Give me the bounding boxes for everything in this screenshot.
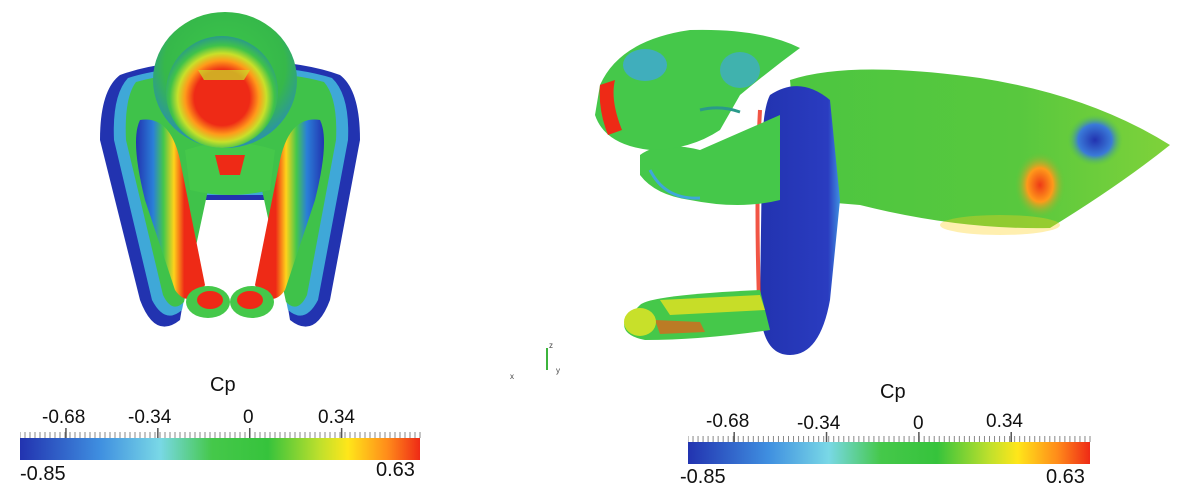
left-colorbar-tick-label: -0.34	[128, 407, 172, 428]
right-colorbar-title: Cp	[880, 381, 906, 403]
left-colorbar-gradient	[20, 438, 420, 460]
left-colorbar	[20, 428, 421, 460]
right-colorbar-minor-ticks	[688, 432, 1091, 442]
triad-label-y: y	[556, 366, 560, 375]
right-colorbar-tick-label: -0.68	[706, 411, 750, 432]
left-colorbar-max: 0.63	[376, 459, 415, 481]
right-colorbar-max: 0.63	[1046, 466, 1085, 488]
front-view-rider	[100, 12, 360, 327]
right-colorbar-tick-label: 0.34	[986, 411, 1023, 432]
triad-label-x: x	[510, 372, 514, 381]
right-colorbar-gradient	[688, 442, 1090, 464]
right-colorbar-tick-label: 0	[913, 413, 924, 434]
cfd-scene	[100, 12, 1170, 370]
right-colorbar-min: -0.85	[680, 466, 726, 488]
left-colorbar-min: -0.85	[20, 463, 66, 485]
left-colorbar-tick-label: 0	[243, 407, 254, 428]
left-colorbar-title: Cp	[210, 374, 236, 396]
left-colorbar-minor-ticks	[20, 428, 421, 438]
side-view-rider	[595, 29, 1170, 355]
right-colorbar	[688, 432, 1091, 464]
right-colorbar-tick-label: -0.34	[797, 413, 841, 434]
left-colorbar-tick-label: 0.34	[318, 407, 355, 428]
axes-triad	[546, 348, 548, 370]
triad-label-z: z	[549, 341, 553, 350]
left-colorbar-tick-label: -0.68	[42, 407, 86, 428]
